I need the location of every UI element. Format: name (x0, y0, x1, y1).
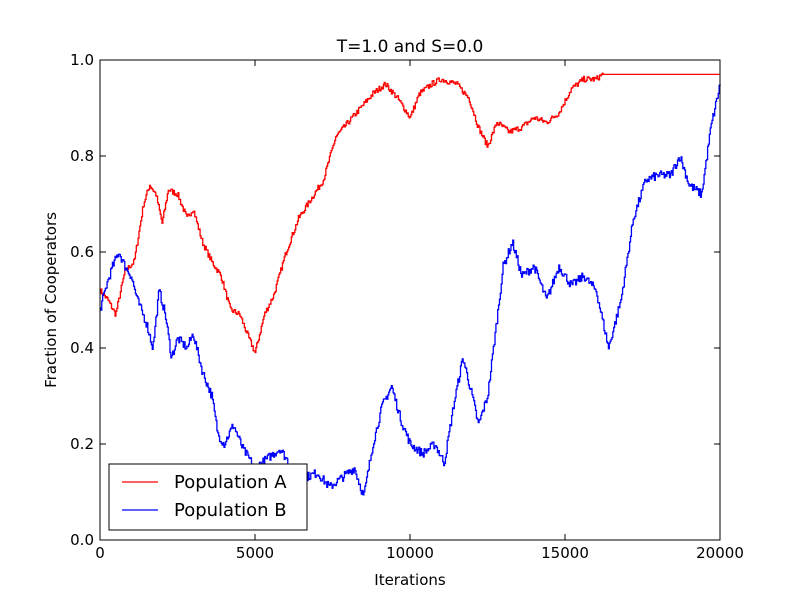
x-tick-label: 0 (95, 544, 105, 562)
legend-label: Population B (174, 500, 287, 521)
series-line-a (100, 72, 720, 354)
y-tick-label: 1.0 (70, 51, 94, 69)
legend-label: Population A (174, 472, 287, 493)
y-tick-label: 0.6 (70, 243, 94, 261)
x-axis-label: Iterations (374, 571, 446, 589)
x-tick-label: 20000 (696, 544, 744, 562)
y-axis-label: Fraction of Cooperators (42, 212, 60, 388)
plot-area: 0 5000 10000 15000 20000 0.0 0.2 0.4 0.6 0.8 1.0 Po… (70, 51, 744, 562)
legend: Population A Population B (108, 463, 308, 531)
y-tick-label: 0.8 (70, 147, 94, 165)
y-tick-label: 0.0 (70, 531, 94, 549)
series-line-b (100, 83, 721, 496)
y-tick-label: 0.2 (70, 435, 94, 453)
legend-box (108, 463, 308, 531)
x-tick-label: 15000 (541, 544, 589, 562)
chart-title: T=1.0 and S=0.0 (336, 37, 484, 57)
x-tick-label: 10000 (386, 544, 434, 562)
x-tick-label: 5000 (236, 544, 274, 562)
y-tick-label: 0.4 (70, 339, 94, 357)
